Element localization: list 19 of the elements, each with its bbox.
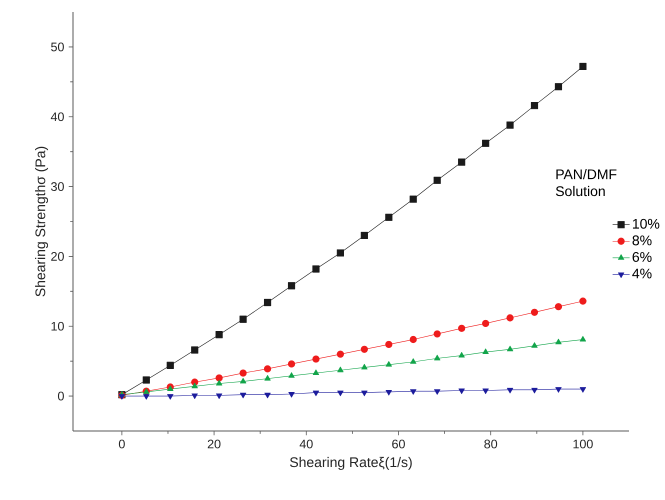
x-axis-title: Shearing Rateξ(1/s) <box>290 456 412 470</box>
legend-label: 8% <box>632 235 652 246</box>
legend-label: 6% <box>632 252 652 262</box>
y-tick-label: 20 <box>51 252 64 261</box>
x-tick-label: 20 <box>208 440 221 448</box>
y-tick-label: 10 <box>52 322 64 331</box>
y-axis-title: Shearing Strengthσ (Pa) <box>35 146 48 296</box>
y-tick-label: 0 <box>58 392 64 400</box>
y-tick-label: 30 <box>51 182 64 191</box>
y-tick-label: 50 <box>51 42 64 52</box>
legend-label: 10% <box>632 218 660 229</box>
legend-label: 4% <box>632 268 652 278</box>
x-tick-label: 40 <box>300 440 313 448</box>
y-tick-label: 40 <box>50 112 64 122</box>
x-tick-label: 60 <box>392 440 405 448</box>
legend-title: PAN/DMF Solution <box>556 168 616 196</box>
x-tick-label: 80 <box>484 440 498 448</box>
x-tick-label: 100 <box>573 440 593 448</box>
x-tick-label: 0 <box>118 440 125 448</box>
